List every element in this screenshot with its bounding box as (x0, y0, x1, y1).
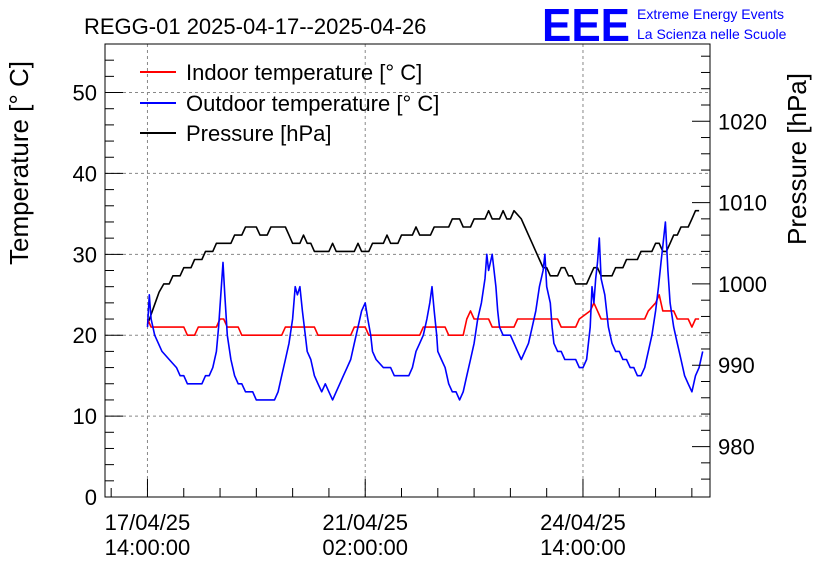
series-pressure-line (146, 209, 700, 325)
x-tick-label-time: 14:00:00 (540, 535, 626, 560)
y2-tick-label: 1000 (718, 272, 767, 297)
x-tick-label-date: 17/04/25 (105, 510, 191, 535)
legend-label-outdoor: Outdoor temperature [° C] (186, 91, 439, 116)
series-outdoor-line (146, 221, 704, 401)
y-tick-label: 0 (85, 485, 97, 510)
chart-title: REGG-01 2025-04-17--2025-04-26 (84, 14, 426, 39)
y2-tick-label: 1020 (718, 109, 767, 134)
series-indoor-line (146, 293, 700, 337)
y-tick-label: 10 (73, 404, 97, 429)
legend-label-indoor: Indoor temperature [° C] (186, 60, 422, 85)
x-tick-label-time: 14:00:00 (105, 535, 191, 560)
y-tick-label: 30 (73, 242, 97, 267)
y2-tick-label: 980 (718, 435, 755, 460)
y-tick-label: 20 (73, 323, 97, 348)
x-tick-label-date: 24/04/25 (540, 510, 626, 535)
y-tick-label: 40 (73, 161, 97, 186)
legend-label-pressure: Pressure [hPa] (186, 121, 332, 146)
x-tick-label-time: 02:00:00 (322, 535, 408, 560)
y-axis-label-left: Temperature [° C] (4, 61, 34, 265)
y-tick-label: 50 (73, 81, 97, 106)
y2-tick-label: 990 (718, 353, 755, 378)
eee-logo: EEE Extreme Energy Events La Scienza nel… (542, 0, 787, 51)
eee-logo-line2: La Scienza nelle Scuole (637, 26, 787, 42)
eee-logo-line1: Extreme Energy Events (637, 6, 784, 22)
axis-ticks: 0102030405098099010001010102017/04/2514:… (73, 55, 767, 560)
legend: Indoor temperature [° C] Outdoor tempera… (140, 60, 439, 146)
x-tick-label-date: 21/04/25 (322, 510, 408, 535)
eee-logo-mark: EEE (542, 0, 630, 51)
y-axis-label-right: Pressure [hPa] (782, 73, 812, 245)
y2-tick-label: 1010 (718, 191, 767, 216)
series-area (146, 209, 704, 401)
